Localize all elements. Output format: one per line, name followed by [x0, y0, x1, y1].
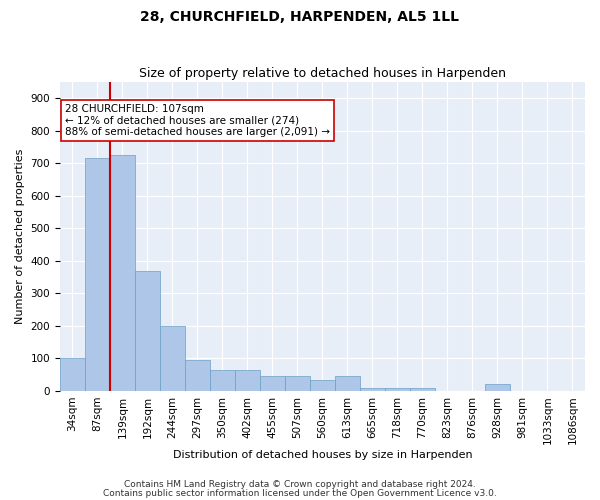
Bar [360, 388, 385, 391]
Bar [135, 270, 160, 391]
Bar [485, 384, 510, 391]
Bar [410, 388, 435, 391]
Bar [185, 360, 210, 391]
Bar [60, 358, 85, 391]
Bar [310, 380, 335, 391]
Bar [160, 326, 185, 391]
Bar [85, 158, 110, 391]
Text: Contains HM Land Registry data © Crown copyright and database right 2024.: Contains HM Land Registry data © Crown c… [124, 480, 476, 489]
Bar [210, 370, 235, 391]
Title: Size of property relative to detached houses in Harpenden: Size of property relative to detached ho… [139, 66, 506, 80]
Bar [110, 155, 135, 391]
Bar [260, 376, 285, 391]
Bar [335, 376, 360, 391]
Bar [235, 370, 260, 391]
Text: 28 CHURCHFIELD: 107sqm
← 12% of detached houses are smaller (274)
88% of semi-de: 28 CHURCHFIELD: 107sqm ← 12% of detached… [65, 104, 330, 137]
Y-axis label: Number of detached properties: Number of detached properties [15, 149, 25, 324]
Bar [285, 376, 310, 391]
Bar [385, 388, 410, 391]
Text: Contains public sector information licensed under the Open Government Licence v3: Contains public sector information licen… [103, 488, 497, 498]
Text: 28, CHURCHFIELD, HARPENDEN, AL5 1LL: 28, CHURCHFIELD, HARPENDEN, AL5 1LL [140, 10, 460, 24]
X-axis label: Distribution of detached houses by size in Harpenden: Distribution of detached houses by size … [173, 450, 472, 460]
